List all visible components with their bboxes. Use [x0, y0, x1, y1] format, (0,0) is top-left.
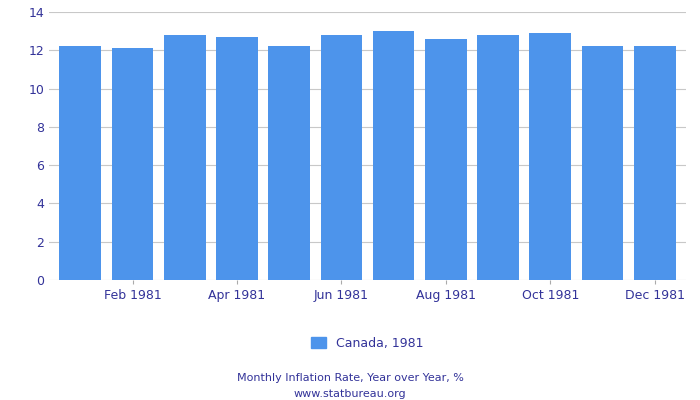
Bar: [321, 35, 363, 280]
Text: www.statbureau.org: www.statbureau.org: [294, 389, 406, 399]
Bar: [582, 46, 623, 280]
Bar: [477, 35, 519, 280]
Bar: [425, 39, 467, 280]
Legend: Canada, 1981: Canada, 1981: [307, 332, 428, 355]
Bar: [60, 46, 102, 280]
Text: Monthly Inflation Rate, Year over Year, %: Monthly Inflation Rate, Year over Year, …: [237, 373, 463, 383]
Bar: [529, 33, 571, 280]
Bar: [216, 37, 258, 280]
Bar: [634, 46, 676, 280]
Bar: [268, 46, 310, 280]
Bar: [372, 31, 414, 280]
Bar: [112, 48, 153, 280]
Bar: [164, 35, 206, 280]
